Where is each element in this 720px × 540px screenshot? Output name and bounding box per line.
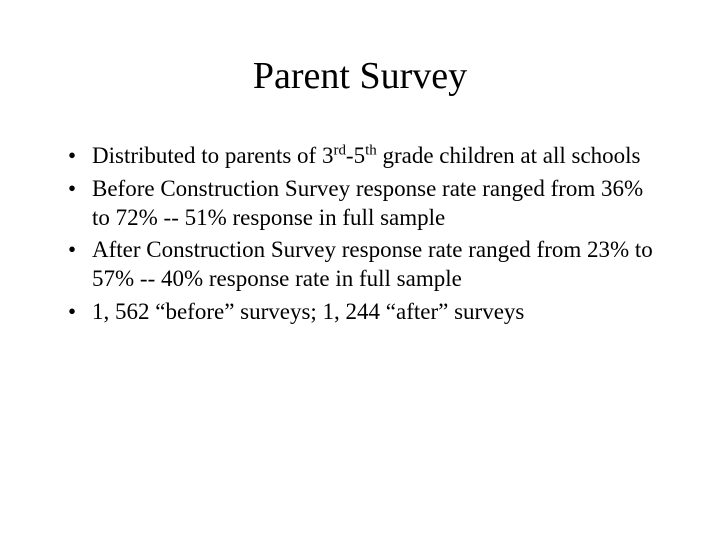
bullet-list: Distributed to parents of 3rd-5th grade …	[60, 142, 660, 327]
superscript: rd	[333, 142, 345, 158]
slide: Parent Survey Distributed to parents of …	[0, 0, 720, 540]
slide-title: Parent Survey	[60, 54, 660, 98]
bullet-text: 1, 562 “before” surveys; 1, 244 “after” …	[92, 299, 524, 324]
bullet-text: After Construction Survey response rate …	[92, 237, 653, 291]
list-item: After Construction Survey response rate …	[92, 236, 660, 294]
bullet-text-pre: Distributed to parents of 3	[92, 143, 333, 168]
list-item: Before Construction Survey response rate…	[92, 175, 660, 233]
bullet-text-post: grade children at all schools	[377, 143, 641, 168]
superscript: th	[365, 142, 377, 158]
list-item: Distributed to parents of 3rd-5th grade …	[92, 142, 660, 171]
bullet-text-mid: -5	[346, 143, 365, 168]
list-item: 1, 562 “before” surveys; 1, 244 “after” …	[92, 298, 660, 327]
bullet-text: Before Construction Survey response rate…	[92, 176, 643, 230]
